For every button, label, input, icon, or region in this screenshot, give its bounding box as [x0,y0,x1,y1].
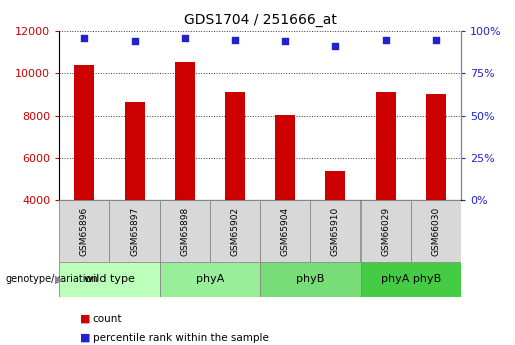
Bar [59,262,160,297]
Point [130,38,139,44]
Bar [375,92,396,200]
Bar [260,262,360,297]
Point [181,35,189,41]
Bar [59,200,109,262]
Text: ■: ■ [80,314,90,324]
Bar [175,62,195,200]
Bar [275,115,295,200]
Text: phyA: phyA [196,275,224,284]
Point [382,37,390,42]
Text: ▶: ▶ [55,275,64,284]
Point [80,35,89,41]
Text: percentile rank within the sample: percentile rank within the sample [93,333,269,343]
Bar [426,95,446,200]
Title: GDS1704 / 251666_at: GDS1704 / 251666_at [184,13,336,27]
Text: GSM65897: GSM65897 [130,207,139,256]
Bar [125,102,145,200]
Text: GSM65898: GSM65898 [180,207,189,256]
Text: wild type: wild type [84,275,135,284]
Text: GSM66030: GSM66030 [432,207,440,256]
Text: count: count [93,314,122,324]
Text: ■: ■ [80,333,90,343]
Point [432,37,440,42]
Bar [74,65,94,200]
Bar [360,200,410,262]
Bar [260,200,310,262]
Bar [210,200,260,262]
Text: GSM65904: GSM65904 [281,207,289,256]
Text: GSM66029: GSM66029 [381,207,390,256]
Point [281,38,289,44]
Text: GSM65896: GSM65896 [80,207,89,256]
Text: GSM65902: GSM65902 [231,207,239,256]
Point [331,43,339,49]
Bar [160,262,260,297]
Bar [310,200,360,262]
Text: GSM65910: GSM65910 [331,207,340,256]
Text: phyA phyB: phyA phyB [381,275,441,284]
Bar [225,92,245,200]
Bar [109,200,160,262]
Text: genotype/variation: genotype/variation [5,275,98,284]
Bar [160,200,210,262]
Bar [410,200,461,262]
Text: phyB: phyB [296,275,324,284]
Bar [325,170,346,200]
Bar [360,262,461,297]
Point [231,37,239,42]
